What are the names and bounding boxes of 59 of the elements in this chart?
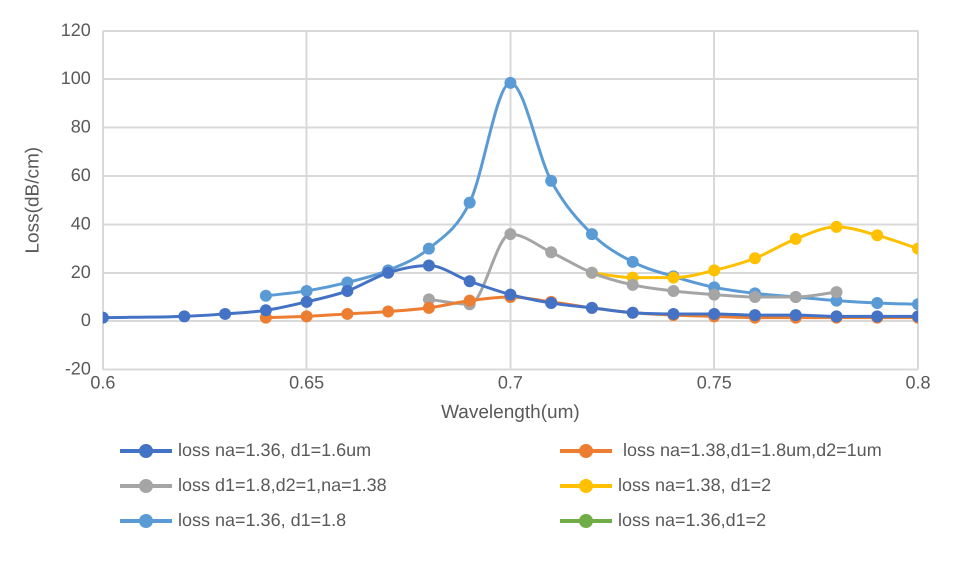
legend-label: loss na=1.36,d1=2 [618, 510, 766, 531]
point [504, 76, 516, 89]
y-tick-label: 40 [70, 213, 91, 234]
point [626, 256, 639, 268]
y-tick-label: 80 [70, 116, 91, 137]
point [504, 228, 516, 240]
point [382, 306, 394, 318]
legend-label: loss na=1.36, d1=1.8 [178, 510, 346, 531]
point [300, 284, 313, 297]
y-tick-label: 100 [60, 68, 91, 88]
legend-label: loss na=1.38, d1=2 [618, 475, 772, 496]
point [626, 278, 639, 291]
x-tick-label: 0.8 [905, 372, 931, 392]
x-tick-label: 0.75 [696, 372, 732, 392]
point [260, 304, 272, 316]
point [748, 252, 761, 264]
point [667, 284, 680, 297]
point [341, 308, 354, 320]
point [260, 290, 272, 302]
point [545, 246, 558, 258]
x-tick-label: 0.65 [289, 372, 324, 392]
point [748, 291, 761, 303]
point [464, 294, 476, 307]
y-tick-label: 60 [70, 164, 91, 185]
point [178, 310, 190, 322]
point [790, 232, 802, 245]
point [504, 288, 516, 301]
point [748, 309, 761, 322]
point [830, 220, 842, 233]
point [422, 242, 435, 255]
point [382, 266, 394, 279]
point [830, 286, 842, 298]
point [422, 260, 435, 272]
y-tick-label: 120 [60, 20, 91, 40]
point [871, 229, 884, 242]
point [708, 264, 720, 276]
point [300, 296, 313, 308]
y-axis-title: Loss(dB/cm) [22, 146, 44, 254]
point [871, 297, 884, 310]
point [586, 228, 598, 240]
point [341, 284, 354, 297]
x-tick-label: 0.6 [90, 372, 116, 392]
point [708, 288, 720, 301]
y-tick-label: 20 [70, 262, 91, 282]
point [464, 275, 476, 288]
legend-label: loss na=1.38,d1=1.8um,d2=1um [622, 440, 882, 461]
point [300, 310, 313, 322]
legend-label: loss na=1.36, d1=1.6um [178, 440, 372, 461]
y-tick-label: -20 [64, 358, 91, 379]
point [790, 309, 802, 322]
point [708, 308, 720, 320]
point [219, 308, 232, 320]
point [422, 302, 435, 314]
y-tick-label: 0 [80, 310, 91, 330]
point [545, 174, 558, 187]
legend-label: loss d1=1.8,d2=1,na=1.38 [178, 475, 387, 496]
x-axis-title: Wavelength(um) [441, 402, 580, 423]
point [464, 196, 476, 209]
x-tick-label: 0.7 [498, 372, 523, 392]
